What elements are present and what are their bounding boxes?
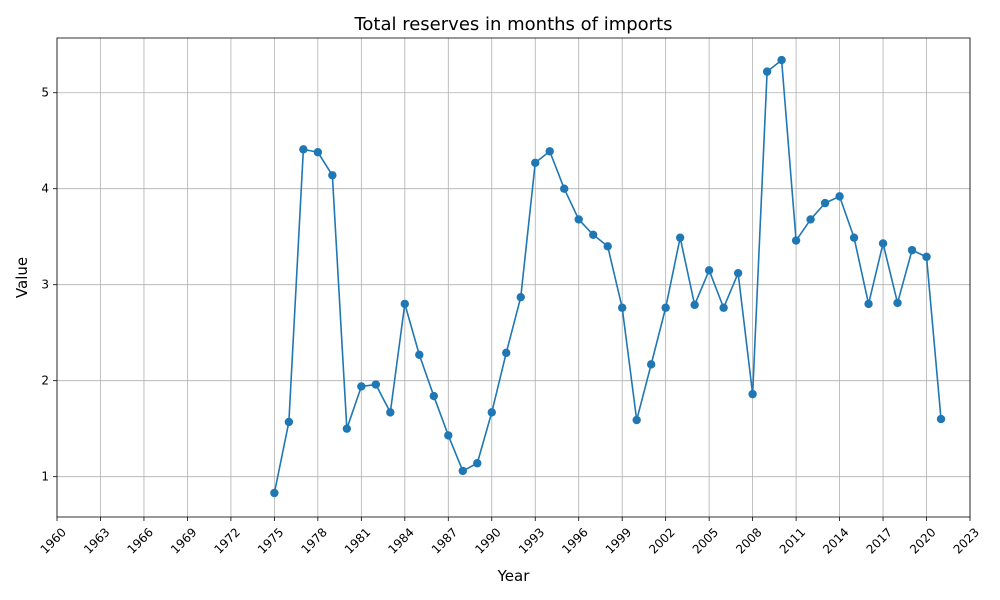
x-tick-label: 1993 <box>516 525 547 556</box>
data-point-1988 <box>458 466 467 476</box>
data-point-2000 <box>632 415 641 425</box>
data-point-2005 <box>704 266 714 275</box>
data-point-1983 <box>386 408 395 417</box>
x-tick-label: 2020 <box>907 525 938 556</box>
y-tick-label: 1 <box>41 470 49 484</box>
data-point-2003 <box>675 233 685 242</box>
data-point-2009 <box>762 67 772 76</box>
x-axis-title: Year <box>497 567 531 585</box>
data-point-1992 <box>516 292 525 302</box>
data-point-1995 <box>560 184 569 193</box>
y-tick-label: 2 <box>41 374 49 388</box>
data-point-1993 <box>531 158 540 167</box>
data-point-2004 <box>690 300 699 310</box>
x-tick-label: 1990 <box>472 525 503 556</box>
x-tick-label: 2017 <box>864 525 895 556</box>
data-point-1981 <box>357 382 366 391</box>
y-tick-label: 4 <box>41 182 49 196</box>
data-point-2014 <box>835 192 844 201</box>
x-tick-label: 1969 <box>168 525 199 556</box>
x-tick-label: 1996 <box>559 525 590 556</box>
x-tick-label: 1960 <box>38 525 69 556</box>
data-point-2015 <box>849 233 859 242</box>
data-point-2019 <box>907 245 917 255</box>
x-tick-label: 1984 <box>385 525 416 556</box>
x-tick-label: 1981 <box>342 525 373 556</box>
data-point-2006 <box>719 303 728 312</box>
data-point-2016 <box>864 299 873 309</box>
data-point-1985 <box>415 350 424 359</box>
plot-frame <box>56 37 971 518</box>
x-tick-label: 2002 <box>646 525 677 556</box>
x-tick-label: 1972 <box>211 525 242 556</box>
data-point-1976 <box>284 417 294 427</box>
data-point-1998 <box>603 242 612 251</box>
data-point-1990 <box>487 408 496 417</box>
axis-ticks: 1960 1963 1966 1969 1972 1975 1978 1981 1984 1987… <box>38 86 982 557</box>
data-point-1994 <box>545 147 554 156</box>
y-axis-title: Value <box>13 257 31 298</box>
data-point-1975 <box>270 488 279 498</box>
data-point-2011 <box>791 236 801 245</box>
data-point-2001 <box>646 360 656 369</box>
data-point-1979 <box>328 171 337 180</box>
series-line <box>273 59 942 494</box>
chart-title: Total reserves in months of imports <box>353 14 672 35</box>
data-point-1991 <box>502 348 511 358</box>
data-point-2002 <box>661 303 670 312</box>
data-point-1997 <box>589 230 598 239</box>
data-point-1999 <box>617 303 627 312</box>
data-point-2018 <box>893 298 902 308</box>
x-tick-label: 1966 <box>125 525 156 556</box>
data-point-2013 <box>820 198 830 208</box>
x-tick-label: 2014 <box>820 525 851 556</box>
grid <box>56 38 971 517</box>
x-tick-label: 2008 <box>733 525 764 556</box>
series <box>270 55 946 498</box>
x-tick-label: 1975 <box>255 525 286 556</box>
data-point-1986 <box>429 391 438 401</box>
data-point-2008 <box>748 389 757 399</box>
data-point-1996 <box>574 215 583 224</box>
data-point-1987 <box>444 431 453 440</box>
data-point-2020 <box>922 252 931 262</box>
data-point-2010 <box>777 55 786 65</box>
x-tick-label: 1999 <box>603 525 634 556</box>
data-point-1982 <box>371 380 381 389</box>
data-point-1977 <box>299 145 308 154</box>
x-tick-label: 2023 <box>951 525 982 556</box>
data-point-1980 <box>342 424 352 433</box>
x-tick-label: 2011 <box>777 525 808 556</box>
x-tick-label: 2005 <box>690 525 721 556</box>
x-tick-label: 1978 <box>298 525 329 556</box>
data-point-2007 <box>733 268 743 278</box>
x-tick-label: 1963 <box>81 525 112 556</box>
x-tick-label: 1987 <box>429 525 460 556</box>
y-tick-label: 3 <box>41 278 49 292</box>
data-point-1989 <box>473 459 482 468</box>
y-tick-label: 5 <box>41 86 49 100</box>
data-point-1984 <box>400 299 410 309</box>
data-point-1978 <box>313 148 323 157</box>
data-point-2021 <box>936 414 946 424</box>
data-point-2012 <box>806 215 815 224</box>
data-point-2017 <box>878 239 888 248</box>
